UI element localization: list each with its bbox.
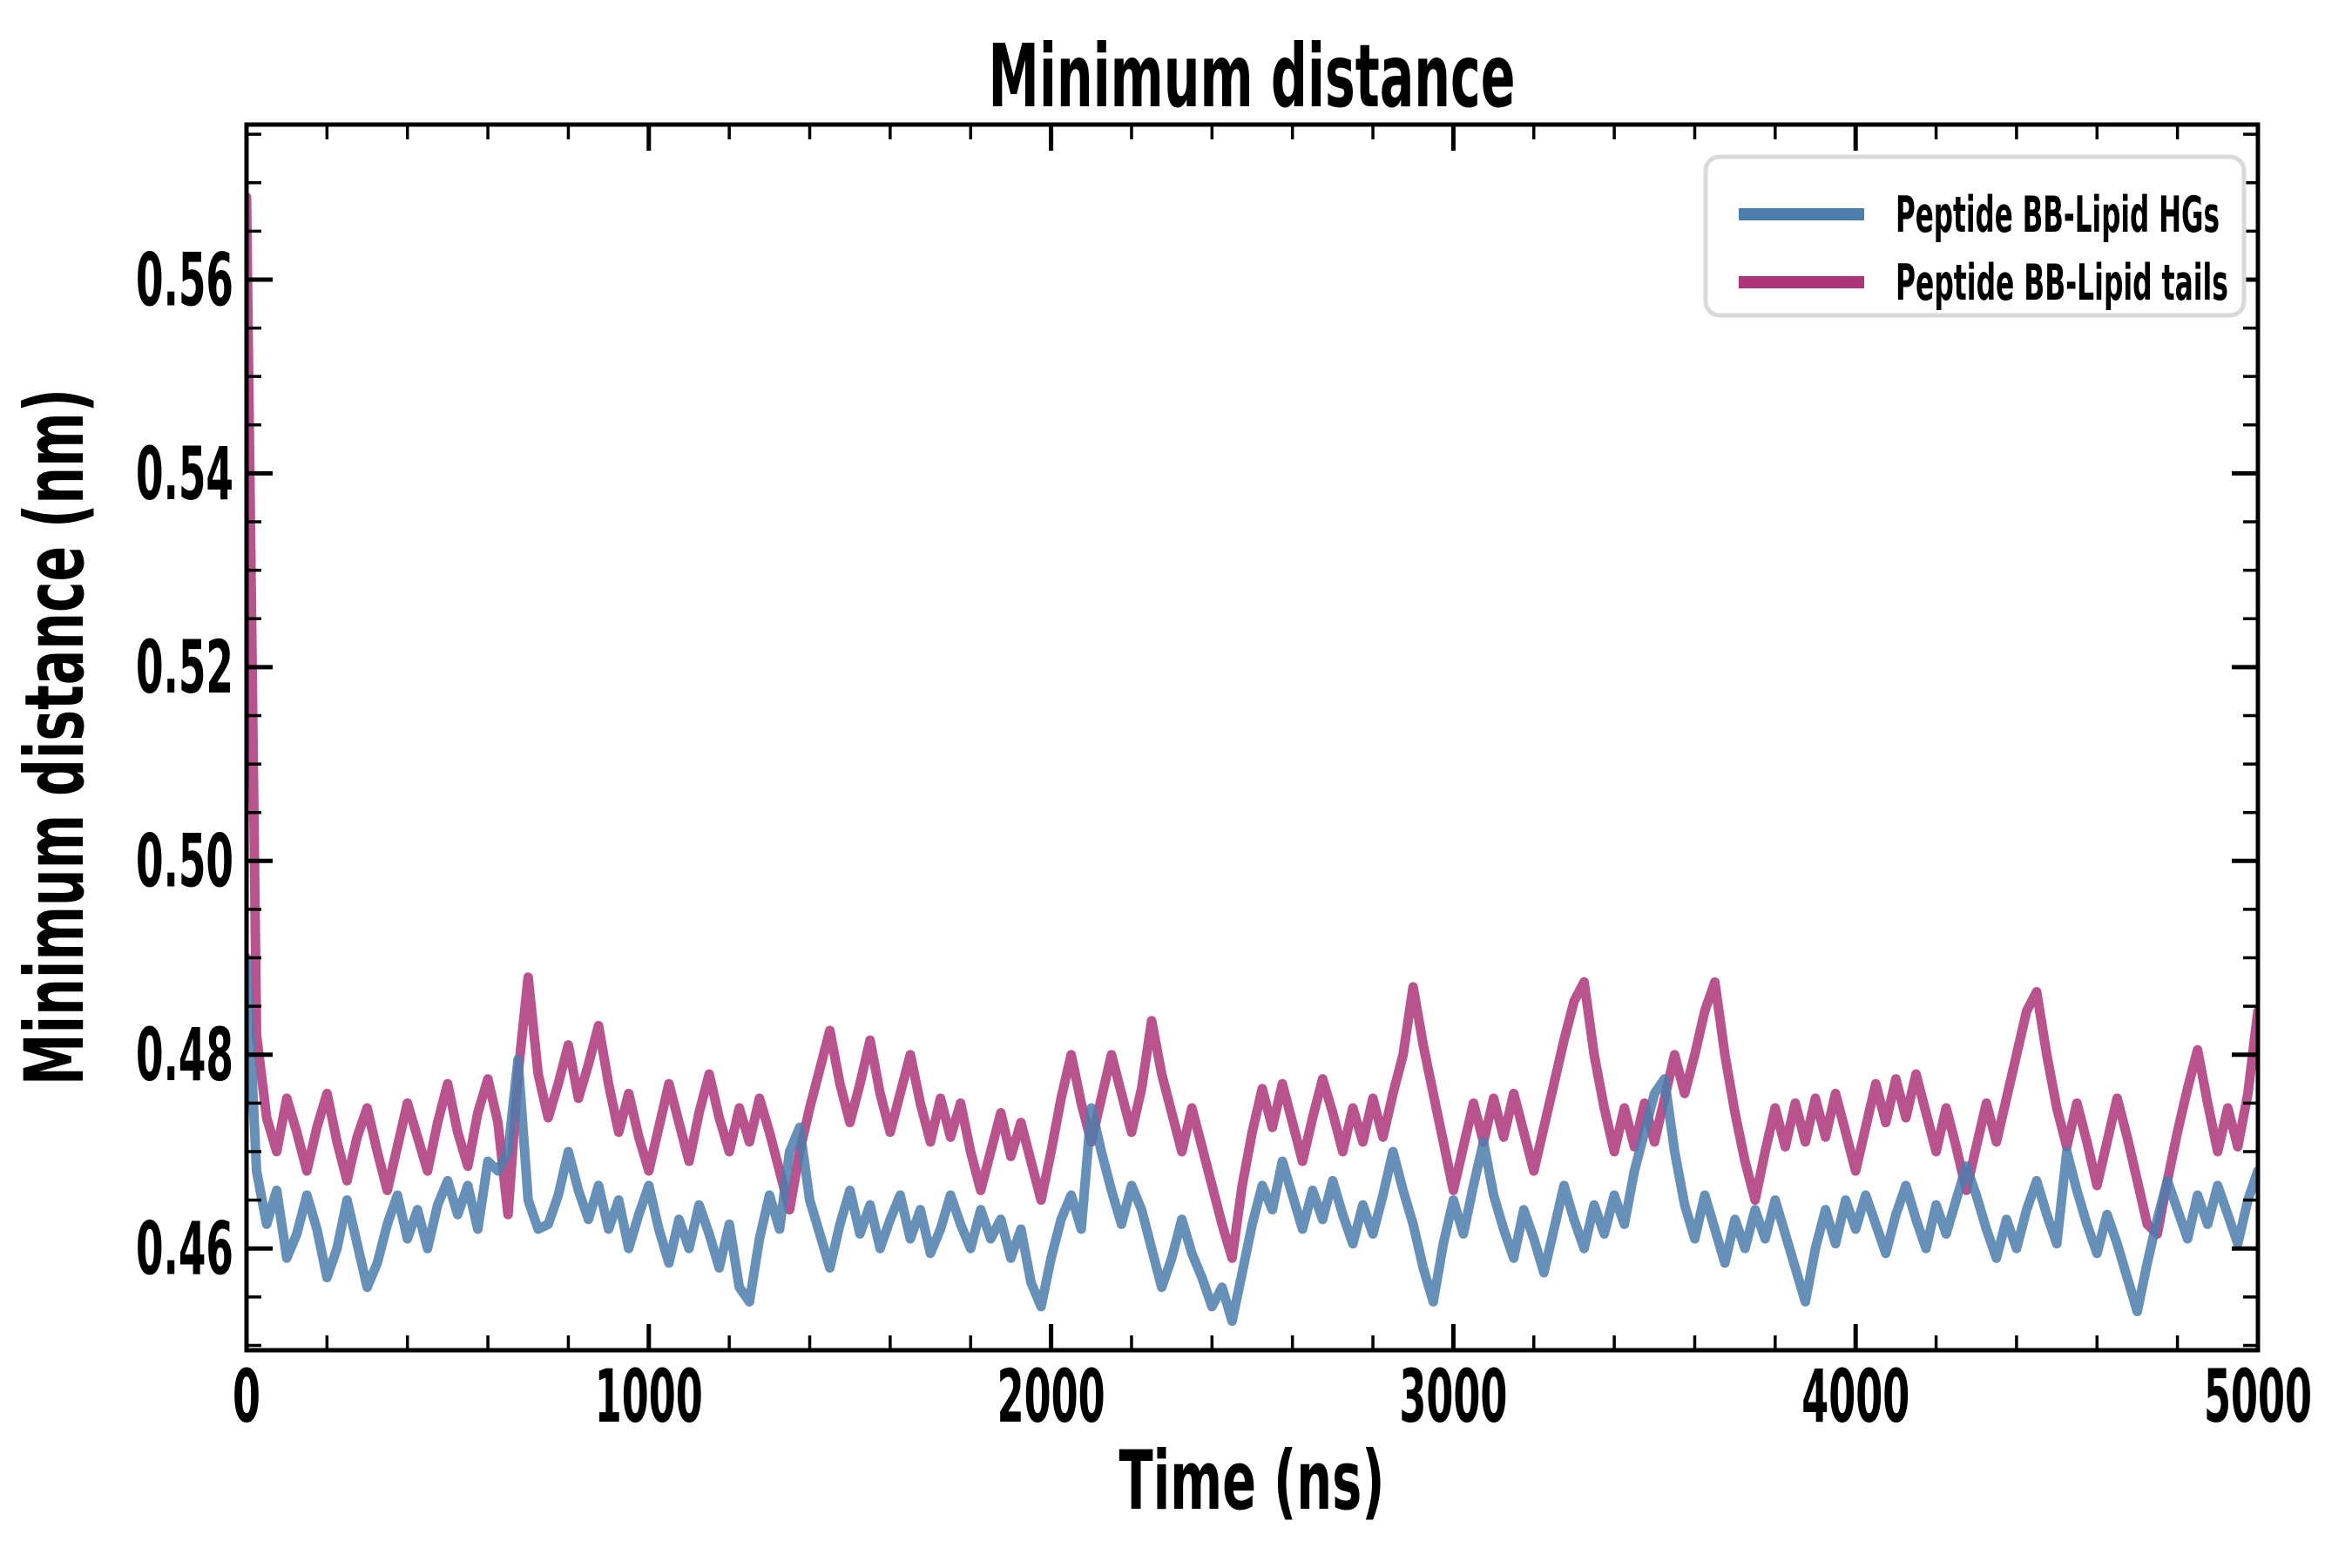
x-tick-label: 3000 <box>1399 1354 1507 1439</box>
x-tick-label: 4000 <box>1801 1354 1909 1439</box>
x-tick-label: 1000 <box>595 1354 703 1439</box>
series-lines <box>247 192 2258 1327</box>
legend-label-tails: Peptide BB-Lipid tails <box>1896 254 2228 312</box>
y-tick-label: 0.54 <box>136 431 233 517</box>
legend-box <box>1703 154 2247 318</box>
series-line-tails <box>247 192 2258 1263</box>
y-axis-tick-labels: 0.46 0.48 0.50 0.52 0.54 0.56 <box>136 237 233 1291</box>
y-axis-label: Minimum distance (nm) <box>8 389 103 1085</box>
x-tick-label: 0 <box>233 1354 260 1439</box>
y-tick-label: 0.46 <box>136 1206 233 1292</box>
axis-ticks <box>244 125 2261 1350</box>
y-tick-label: 0.52 <box>136 625 233 710</box>
y-tick-label: 0.48 <box>136 1012 233 1098</box>
series-line-hgs <box>247 953 2258 1327</box>
chart-title: Minimum distance <box>989 25 1516 127</box>
x-tick-label: 5000 <box>2204 1354 2312 1439</box>
x-axis-tick-labels: 0 1000 2000 3000 4000 5000 <box>233 1354 2312 1439</box>
x-tick-label: 2000 <box>997 1354 1105 1439</box>
y-tick-label: 0.56 <box>136 237 233 322</box>
plot-frame <box>244 122 2261 1353</box>
y-tick-label: 0.50 <box>136 819 233 904</box>
legend: Peptide BB-Lipid HGs Peptide BB-Lipid ta… <box>1703 154 2247 318</box>
legend-label-hgs: Peptide BB-Lipid HGs <box>1896 186 2220 244</box>
x-axis-label: Time (ns) <box>1119 1434 1385 1529</box>
